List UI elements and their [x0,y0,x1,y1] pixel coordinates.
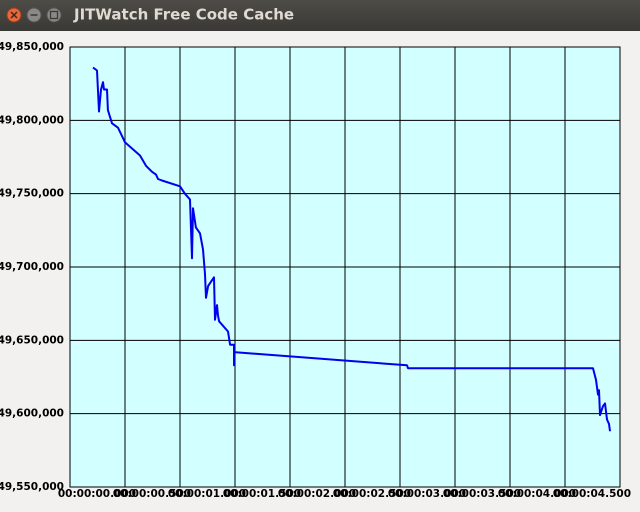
x-tick-label: 00:00:04.000 [498,488,576,500]
x-tick-label: 00:00:00.500 [113,488,191,500]
x-tick-label: 00:00:04.500 [553,488,631,500]
maximize-icon [49,10,59,20]
x-tick-label: 00:00:00.000 [58,488,136,500]
title-bar [0,0,640,31]
x-tick-label: 00:00:02.000 [278,488,356,500]
window-title: JITWatch Free Code Cache [73,6,294,24]
x-tick-label: 00:00:01.000 [168,488,246,500]
close-icon [10,11,18,19]
maximize-button[interactable] [46,7,62,23]
x-tick-label: 00:00:01.500 [223,488,301,500]
y-tick-label: 49,550,000 [0,481,64,493]
y-tick-label: 49,800,000 [0,114,64,126]
x-tick-label: 00:00:03.500 [443,488,521,500]
y-tick-label: 49,700,000 [0,261,64,273]
y-tick-label: 49,750,000 [0,188,64,200]
y-tick-label: 49,850,000 [0,41,64,53]
x-tick-label: 00:00:03.000 [388,488,466,500]
y-tick-label: 49,600,000 [0,408,64,420]
data-line [92,66,611,432]
x-tick-label: 00:00:02.500 [333,488,411,500]
y-tick-label: 49,650,000 [0,334,64,346]
